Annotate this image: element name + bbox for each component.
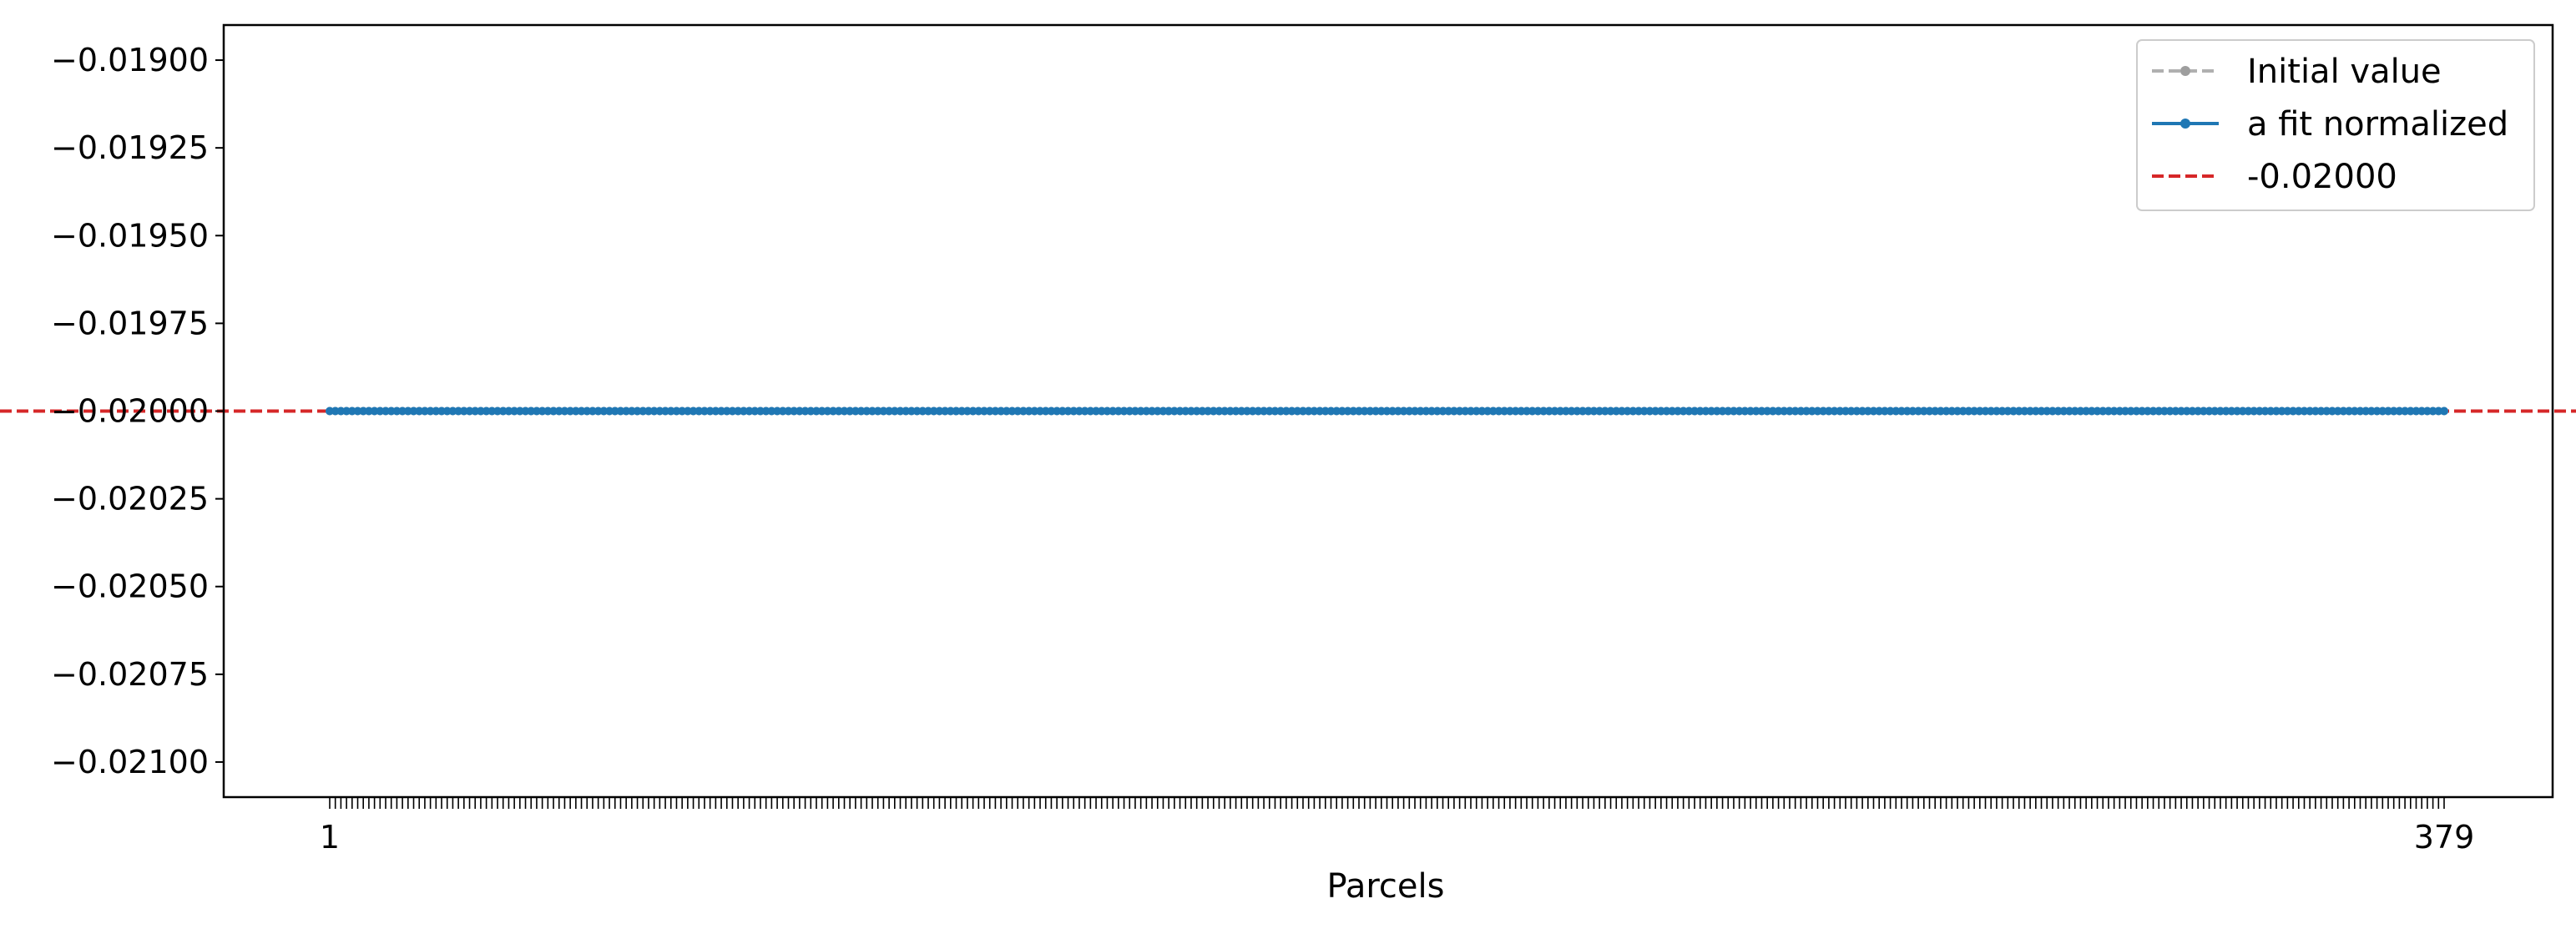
y-tick-label: −0.02100: [51, 744, 209, 780]
y-tick-label: −0.01975: [51, 305, 209, 341]
plot-area: −0.01900 −0.01925 −0.01950 −0.01975 −0.02000…: [0, 23, 2576, 856]
legend: Initial value a fit normalized -0.02000: [2136, 39, 2535, 211]
legend-label-a-fit-normalized: a fit normalized: [2247, 105, 2508, 144]
x-tick-label: 1: [320, 819, 340, 856]
y-tick-label: −0.01900: [51, 42, 209, 78]
x-tick-label: 379: [2414, 819, 2475, 856]
y-tick-label: −0.02025: [51, 481, 209, 518]
x-axis-label: Parcels: [1327, 867, 1445, 906]
data-point: [2440, 406, 2448, 416]
legend-marker-a-fit-normalized: [2180, 119, 2190, 129]
legend-label-initial-value: Initial value: [2247, 53, 2442, 91]
y-tick-label: −0.02000: [51, 393, 209, 430]
legend-label-reference-line: -0.02000: [2247, 158, 2397, 196]
series-a-fit-normalized: [326, 406, 2448, 416]
y-tick-label: −0.02075: [51, 656, 209, 693]
y-tick-label: −0.02050: [51, 568, 209, 605]
legend-marker-initial-value: [2180, 66, 2190, 76]
legend-frame: [2136, 39, 2535, 211]
y-tick-label: −0.01950: [51, 217, 209, 254]
y-tick-label: −0.01925: [51, 129, 209, 166]
